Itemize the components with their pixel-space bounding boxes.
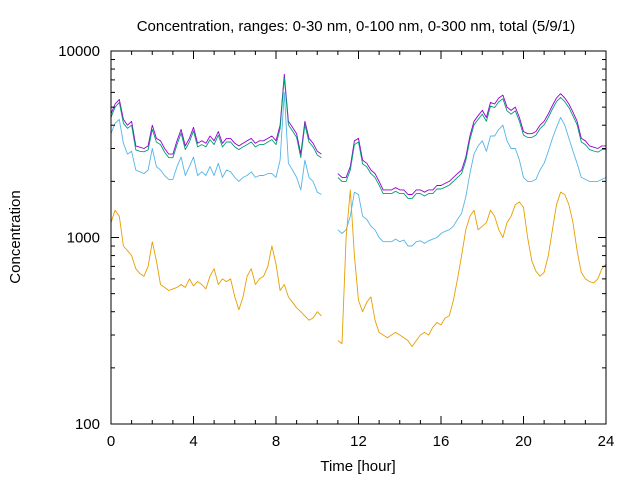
series-layer xyxy=(110,73,607,348)
series-range_0_30 xyxy=(110,189,607,348)
y-tick-label: 1000 xyxy=(67,230,100,247)
series-range_0_100 xyxy=(110,91,607,247)
y-axis-label: Concentration xyxy=(7,190,24,283)
y-tick-label: 100 xyxy=(75,416,100,433)
y-tick-label: 10000 xyxy=(58,43,100,60)
series-line-range_0_100 xyxy=(110,91,607,247)
chart-title: Concentration, ranges: 0-30 nm, 0-100 nm… xyxy=(137,18,576,35)
series-range_0_300 xyxy=(110,77,606,199)
x-tick-label: 20 xyxy=(515,433,532,450)
x-tick-label: 0 xyxy=(107,433,115,450)
series-line-range_0_300 xyxy=(110,77,606,199)
x-tick-label: 12 xyxy=(350,433,367,450)
ticks-layer: 0 4 8 12 16 20 24 100 1000 10000 xyxy=(58,43,614,450)
x-axis-label: Time [hour] xyxy=(320,458,395,475)
x-tick-label: 16 xyxy=(433,433,450,450)
x-tick-label: 24 xyxy=(598,433,615,450)
series-line-range_0_30 xyxy=(110,189,607,348)
x-tick-label: 4 xyxy=(189,433,197,450)
x-tick-label: 8 xyxy=(272,433,280,450)
